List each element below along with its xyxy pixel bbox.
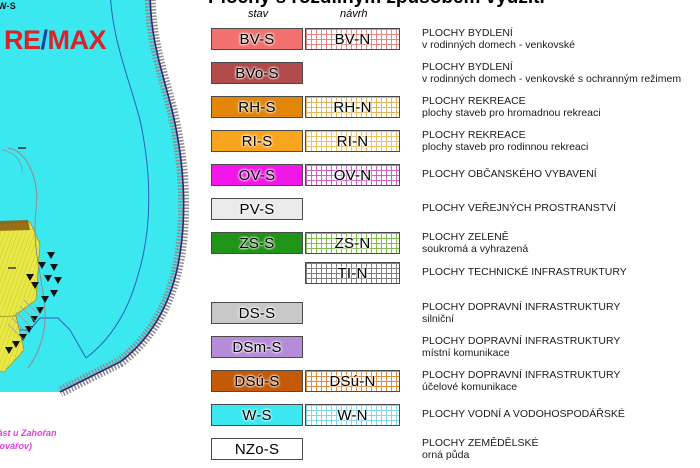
legend-description: PLOCHY DOPRAVNÍ INFRASTRUKTURY silniční [422,301,700,325]
swatch-label: BVo-S [235,64,279,82]
swatch-label: BV-N [334,30,371,48]
legend-description-secondary: plochy staveb pro rodinnou rekreaci [422,140,589,153]
legend-description: PLOCHY VEŘEJNÝCH PROSTRANSTVÍ [422,202,700,215]
boundary-dark-line [59,0,185,393]
legend-description-primary: PLOCHY VEŘEJNÝCH PROSTRANSTVÍ [422,202,617,214]
swatch-label: BV-S [239,30,275,48]
swatch-label: DSú-N [329,372,376,390]
legend-description-primary: PLOCHY TECHNICKÉ INFRASTRUKTURY [422,266,627,278]
swatch-navrh-w-n[interactable]: W-N [305,404,400,426]
legend-description-secondary: místní komunikace [422,346,510,359]
legend-description-primary: PLOCHY DOPRAVNÍ INFRASTRUKTURY [422,335,621,347]
field-shading-lines [7,299,41,341]
legend-description: PLOCHY ZEMĚDĚLSKÉ orná půda [422,437,700,461]
legend-description: PLOCHY OBČANSKÉHO VYBAVENÍ [422,168,700,181]
legend-description-primary: PLOCHY ZELENĚ [422,231,509,243]
swatch-stav-ov-s[interactable]: OV-S [211,164,303,186]
legend-description-primary: PLOCHY VODNÍ A VODOHOSPODÁŘSKÉ [422,408,625,420]
swatch-stav-ds-s[interactable]: DSú-S [211,370,303,392]
legend-description-secondary: v rodinných domech - venkovské s ochrann… [422,72,682,85]
legend-description-primary: PLOCHY OBČANSKÉHO VYBAVENÍ [422,168,597,180]
legend-description-primary: PLOCHY REKREACE [422,129,526,141]
swatch-stav-rh-s[interactable]: RH-S [211,96,303,118]
map-label-zahoran: rást u Zahořan [0,428,57,438]
swatch-navrh-zs-n[interactable]: ZS-N [305,232,400,254]
remax-re-text: RE [4,25,41,55]
swatch-stav-nzo-s[interactable]: NZo-S [211,438,303,460]
legend-description-secondary: soukromá a vyhrazená [422,242,529,255]
field-edge-dark [0,220,30,231]
path-line-1 [7,147,46,369]
map-label-kovarov: (Kovářov) [0,441,33,451]
remax-watermark: RE/MAX [4,25,107,55]
map-graphic [0,0,200,468]
legend-description: PLOCHY REKREACE plochy staveb pro hromadn… [422,95,700,119]
column-header-stav: stav [248,8,269,20]
column-header-navrh: návrh [340,8,368,20]
swatch-stav-bvo-s[interactable]: BVo-S [211,62,303,84]
field-area-lower [0,315,25,373]
swatch-label: ZS-S [239,234,275,252]
legend-description: PLOCHY BYDLENÍ v rodinných domech - venko… [422,61,700,85]
legend-description: PLOCHY DOPRAVNÍ INFRASTRUKTURY místní kom… [422,335,700,359]
swatch-navrh-bv-n[interactable]: BV-N [305,28,400,50]
swatch-label: W-N [337,406,368,424]
legend-description-primary: PLOCHY BYDLENÍ [422,27,513,39]
swatch-label: DSm-S [232,338,282,356]
swatch-label: PV-S [239,200,275,218]
legend-description: PLOCHY DOPRAVNÍ INFRASTRUKTURY účelové ko… [422,369,700,393]
legend-description-secondary: plochy staveb pro hromadnou rekreaci [422,106,601,119]
swatch-label: NZo-S [234,440,280,458]
swatch-label: W-S [242,406,272,424]
swatch-label: RH-S [238,98,276,116]
inner-boundary-line [85,0,150,359]
swatch-navrh-ti-n[interactable]: TI-N [305,262,400,284]
remax-max-text: MAX [47,25,107,55]
legend-description-primary: PLOCHY DOPRAVNÍ INFRASTRUKTURY [422,369,621,381]
swatch-label: DS-S [238,304,276,322]
water-area [0,0,184,392]
swatch-label: ZS-N [334,234,371,252]
barb-marker-chain [5,252,62,354]
swatch-navrh-ds-n[interactable]: DSú-N [305,370,400,392]
field-area-upper [0,221,41,323]
legend-description-primary: PLOCHY DOPRAVNÍ INFRASTRUKTURY [422,301,621,313]
swatch-stav-pv-s[interactable]: PV-S [211,198,303,220]
swatch-stav-zs-s[interactable]: ZS-S [211,232,303,254]
swatch-stav-w-s[interactable]: W-S [211,404,303,426]
remax-slash: / [40,25,49,55]
swatch-navrh-ov-n[interactable]: OV-N [305,164,400,186]
swatch-label: RH-N [333,98,372,116]
legend-description-primary: PLOCHY REKREACE [422,95,526,107]
legend-description: PLOCHY REKREACE plochy staveb pro rodinno… [422,129,700,153]
swatch-stav-dsm-s[interactable]: DSm-S [211,336,303,358]
map-label-w-s: W-S [0,1,16,11]
swatch-label: OV-S [238,166,276,184]
swatch-stav-ri-s[interactable]: RI-S [211,130,303,152]
legend-description-primary: PLOCHY BYDLENÍ [422,61,513,73]
swatch-label: DSú-S [234,372,280,390]
swatch-label: RI-S [241,132,273,150]
legend-description-secondary: v rodinných domech - venkovské [422,38,575,51]
legend-description-secondary: orná půda [422,448,470,461]
legend-description-secondary: silniční [422,312,455,325]
swatch-label: TI-N [337,264,368,282]
swatch-navrh-rh-n[interactable]: RH-N [305,96,400,118]
legend-panel: Plochy s rozdílným způsobem využití stav… [200,0,700,468]
legend-description: PLOCHY BYDLENÍ v rodinných domech - venko… [422,27,700,51]
path-line-2 [1,149,23,173]
map-panel: RE/MAX W-S rást u Zahořan (Kovářov) [0,0,200,468]
swatch-stav-bv-s[interactable]: BV-S [211,28,303,50]
legend-description-primary: PLOCHY ZEMĚDĚLSKÉ [422,437,539,449]
swatch-navrh-ri-n[interactable]: RI-N [305,130,400,152]
swatch-label: RI-N [336,132,369,150]
legend-description: PLOCHY VODNÍ A VODOHOSPODÁŘSKÉ [422,408,700,421]
swatch-label: OV-N [333,166,372,184]
swatch-stav-ds-s[interactable]: DS-S [211,302,303,324]
legend-description-secondary: účelové komunikace [422,380,518,393]
legend-title: Plochy s rozdílným způsobem využití [208,0,545,9]
legend-description: PLOCHY ZELENĚ soukromá a vyhrazená [422,231,700,255]
legend-description: PLOCHY TECHNICKÉ INFRASTRUKTURY [422,266,700,279]
